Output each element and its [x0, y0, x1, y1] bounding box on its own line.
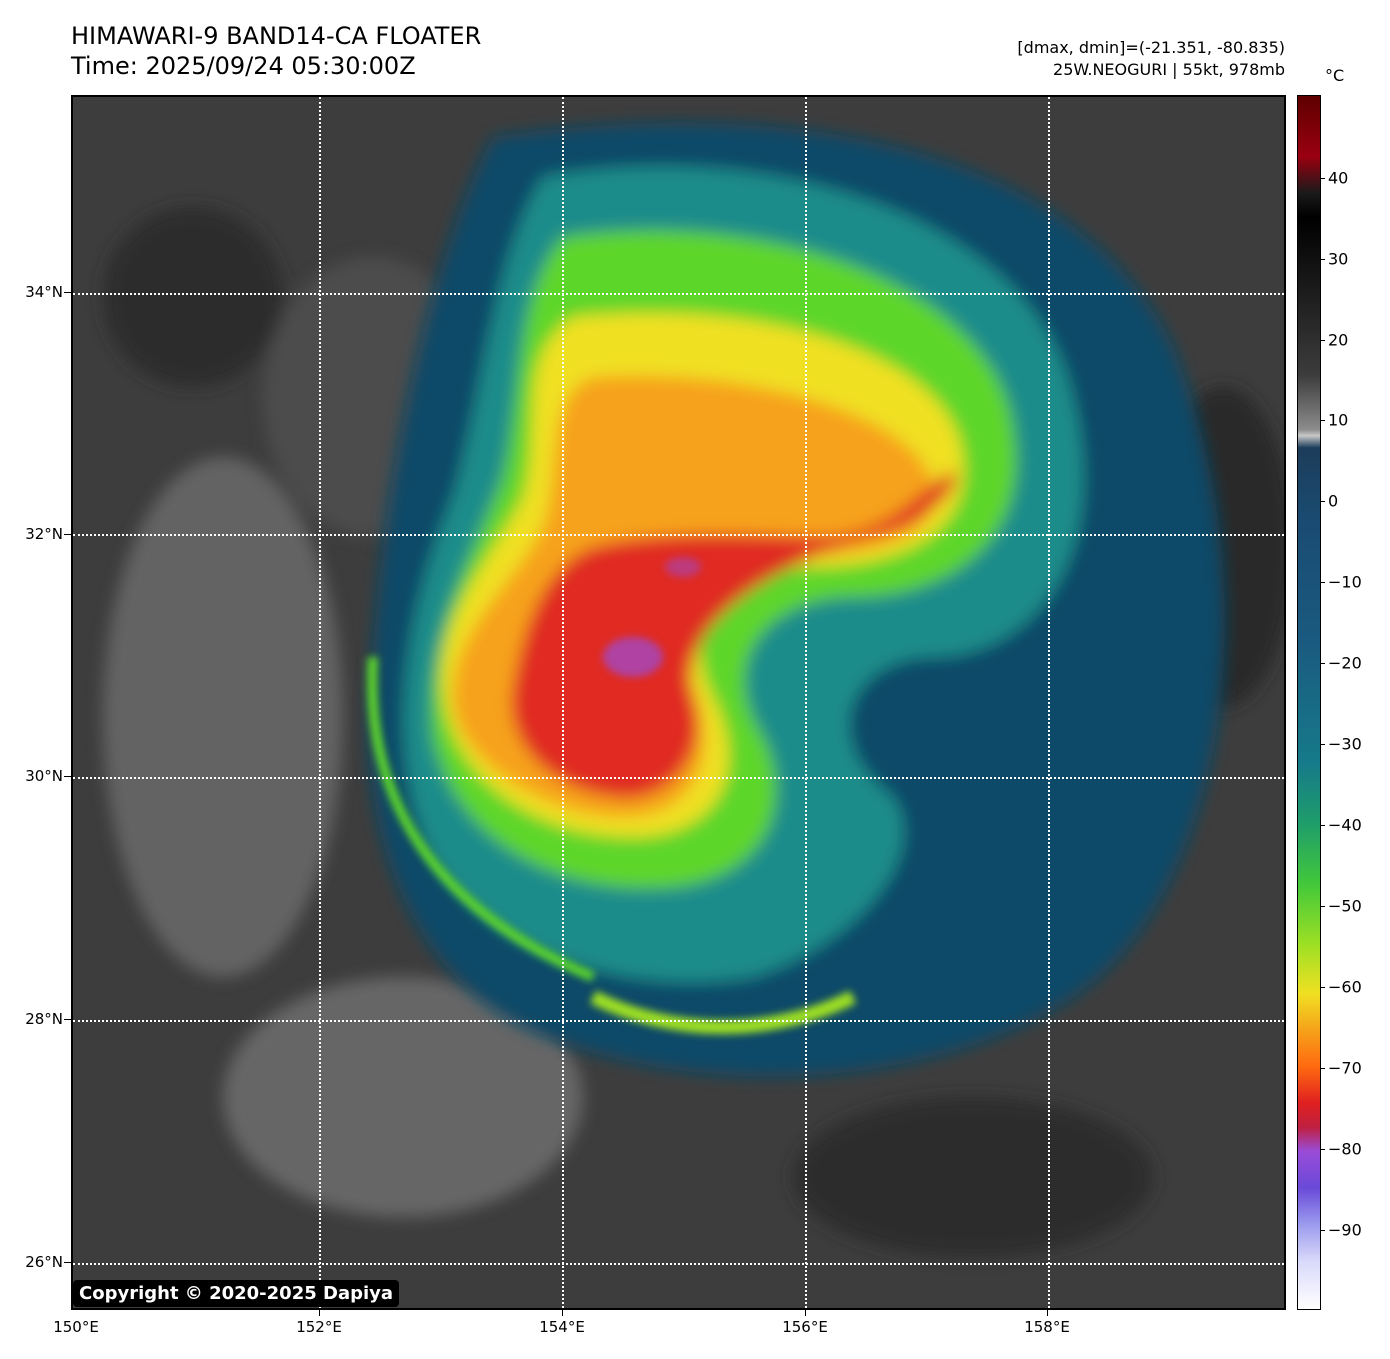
lat-label: 30°N: [25, 767, 63, 785]
gridline-158e: [1048, 97, 1050, 1308]
colorbar-tick: [1320, 582, 1325, 583]
gridline-152e: [319, 97, 321, 1308]
lat-tick: [64, 776, 71, 777]
colorbar-label: −20: [1328, 653, 1362, 673]
figure-title: HIMAWARI-9 BAND14-CA FLOATER: [71, 22, 482, 50]
lat-tick: [64, 1262, 71, 1263]
lon-label: 152°E: [296, 1318, 342, 1336]
colorbar-label: 40: [1328, 168, 1349, 188]
colorbar-tick: [1320, 906, 1325, 907]
colorbar-tick: [1320, 340, 1325, 341]
lat-label: 26°N: [25, 1253, 63, 1271]
colorbar-unit: °C: [1325, 66, 1345, 85]
colorbar-tick: [1320, 663, 1325, 664]
colorbar-label: −10: [1328, 572, 1362, 592]
gridline-30n: [73, 777, 1284, 779]
colorbar-tick: [1320, 744, 1325, 745]
gridline-32n: [73, 534, 1284, 536]
satellite-image: [71, 95, 1286, 1310]
colorbar-tick: [1320, 987, 1325, 988]
colorbar-label: 10: [1328, 410, 1349, 430]
figure-time: Time: 2025/09/24 05:30:00Z: [71, 52, 416, 80]
colorbar-tick: [1320, 501, 1325, 502]
lat-tick: [64, 292, 71, 293]
colorbar-label: 0: [1328, 491, 1339, 511]
colorbar-label: −30: [1328, 734, 1362, 754]
gridline-28n: [73, 1020, 1284, 1022]
lon-tick: [562, 1310, 563, 1316]
gridline-156e: [805, 97, 807, 1308]
colorbar-tick: [1320, 178, 1325, 179]
lon-tick: [1047, 1310, 1048, 1316]
copyright-label: Copyright © 2020-2025 Dapiya: [73, 1280, 400, 1307]
lat-label: 34°N: [25, 283, 63, 301]
colorbar-tick: [1320, 825, 1325, 826]
colorbar-tick: [1320, 1068, 1325, 1069]
colorbar-label: −50: [1328, 896, 1362, 916]
colorbar-label: −80: [1328, 1139, 1362, 1159]
storm-info-label: 25W.NEOGURI | 55kt, 978mb: [1053, 60, 1285, 79]
lat-label: 28°N: [25, 1010, 63, 1028]
colorbar-label: −90: [1328, 1220, 1362, 1240]
colorbar: [1297, 95, 1321, 1310]
colorbar-tick: [1320, 1230, 1325, 1231]
colorbar-tick: [1320, 1149, 1325, 1150]
colorbar-label: −40: [1328, 815, 1362, 835]
lon-label: 158°E: [1024, 1318, 1070, 1336]
gridline-154e: [562, 97, 564, 1308]
colorbar-tick: [1320, 259, 1325, 260]
dmax-dmin-label: [dmax, dmin]=(-21.351, -80.835): [1017, 38, 1285, 57]
lon-label: 156°E: [782, 1318, 828, 1336]
colorbar-label: −60: [1328, 977, 1362, 997]
gridline-26n: [73, 1263, 1284, 1265]
colorbar-label: 30: [1328, 249, 1349, 269]
lon-tick: [319, 1310, 320, 1316]
lon-label: 154°E: [539, 1318, 585, 1336]
lon-tick: [805, 1310, 806, 1316]
lat-tick: [64, 1019, 71, 1020]
lon-label: 150°E: [53, 1318, 99, 1336]
colorbar-tick: [1320, 420, 1325, 421]
gridline-34n: [73, 293, 1284, 295]
infrared-imagery: [73, 97, 1284, 1308]
lat-tick: [64, 534, 71, 535]
colorbar-label: 20: [1328, 330, 1349, 350]
colorbar-label: −70: [1328, 1058, 1362, 1078]
lat-label: 32°N: [25, 525, 63, 543]
